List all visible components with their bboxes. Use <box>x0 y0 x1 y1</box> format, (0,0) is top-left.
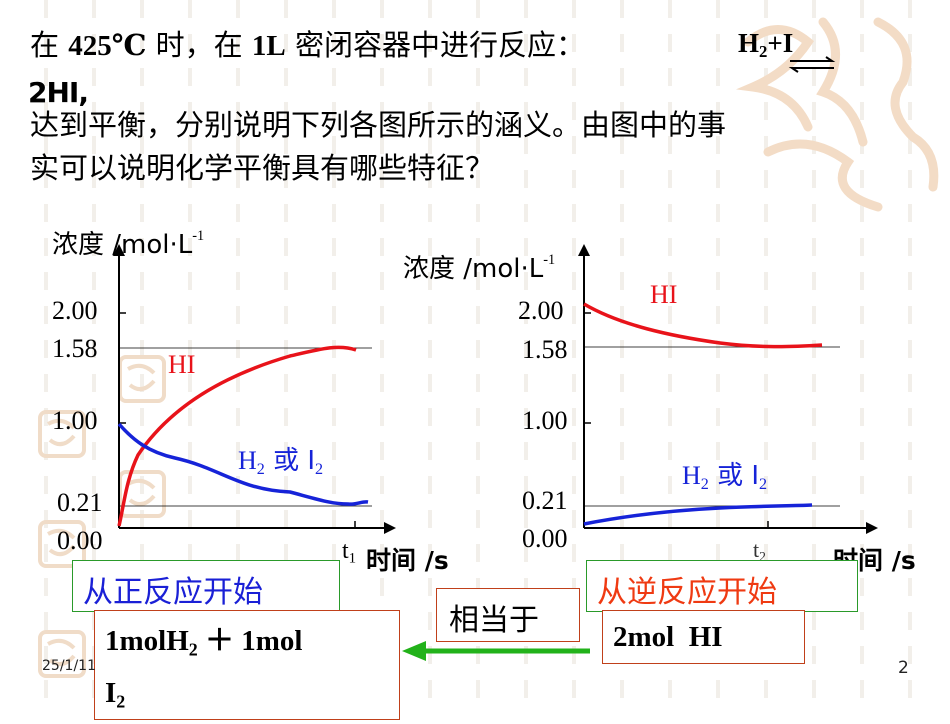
left-y-axis-arrow-icon <box>113 244 125 256</box>
left-series-hi <box>117 345 357 527</box>
equilibrium-arrow-icon <box>788 56 836 73</box>
reaction-equation: H2+I <box>738 28 794 62</box>
left-x-axis-label: 时间 /s <box>366 546 449 575</box>
forward-reaction-box: 从正反应开始 <box>72 560 340 612</box>
left-tick-label-1-58: 1.58 <box>52 334 98 363</box>
seal-watermark-large <box>735 17 939 212</box>
right-tick-label-1-00: 1.00 <box>522 406 568 435</box>
right-y-axis-label: 浓度 /mol·L-1 <box>403 252 556 284</box>
product-box: 2mol HI <box>602 610 805 664</box>
seal-watermark-small-2 <box>38 410 86 458</box>
right-series-hi <box>583 302 823 349</box>
right-tick-label-0-21: 0.21 <box>522 486 568 515</box>
left-tick-label-2-00: 2.00 <box>52 296 98 325</box>
left-series-h2-i2 <box>117 422 369 506</box>
reverse-reaction-box: 从逆反应开始 <box>586 560 858 612</box>
left-tick-label-0-00: 0.00 <box>57 526 103 555</box>
right-series-h2-i2 <box>583 503 813 526</box>
right-h2-i2-label: H2 或 I2 <box>682 461 768 493</box>
left-x-axis-arrow-icon <box>384 522 396 534</box>
right-y-axis-arrow-icon <box>578 244 590 256</box>
left-t1-label: t1 <box>342 538 357 567</box>
right-tick-label-2-00: 2.00 <box>518 296 564 325</box>
left-h2-i2-label: H2 或 I2 <box>238 446 324 478</box>
page-number: 2 <box>898 658 909 678</box>
right-hi-label: HI <box>650 280 678 309</box>
left-hi-label: HI <box>168 350 196 379</box>
intro-line-3: 实可以说明化学平衡具有哪些特征？ <box>30 151 495 185</box>
seal-watermark-small-5 <box>38 630 86 678</box>
seal-watermark-small-4 <box>38 520 86 568</box>
reaction-product: 2HI, <box>28 76 89 109</box>
footer-date: 25/1/11 <box>42 658 96 674</box>
reactants-box: 1molH2 ＋ 1mol I2 <box>94 610 400 720</box>
intro-line-1: 在 425℃ 时，在 1L 密闭容器中进行反应： <box>30 28 585 62</box>
arrow-left-icon <box>402 641 590 661</box>
right-t2-label: t2 <box>753 537 766 565</box>
left-tick-label-0-21: 0.21 <box>57 488 103 517</box>
right-x-axis-arrow-icon <box>866 522 878 534</box>
intro-line-2: 达到平衡，分别说明下列各图所示的涵义。由图中的事 <box>30 108 727 142</box>
right-tick-label-0-00: 0.00 <box>522 524 568 553</box>
right-tick-label-1-58: 1.58 <box>522 335 568 364</box>
equivalent-box: 相当于 <box>436 588 580 642</box>
left-tick-label-1-00: 1.00 <box>52 406 98 435</box>
